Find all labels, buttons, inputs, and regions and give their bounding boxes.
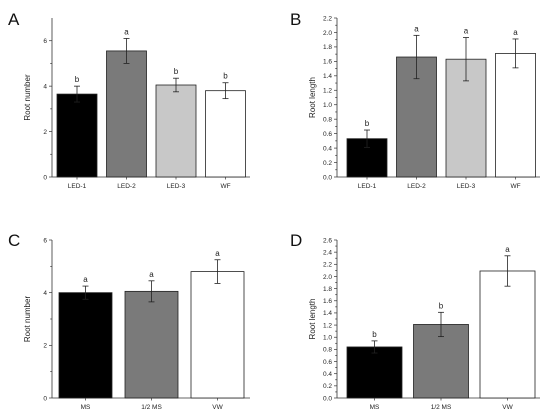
x-tick-label: LED-1 [68, 183, 87, 190]
y-tick-label: 1.8 [323, 286, 332, 293]
bar [205, 90, 246, 178]
chart-panel-b: B 0.0 0.2 0.4 0.6 0.8 1.0 1.2 1.4 1.6 1.8 2.0 2.2 Roo… [290, 10, 540, 190]
significance-label: b [365, 119, 370, 128]
panel-label: C [8, 231, 20, 250]
y-tick-label: 1.2 [323, 88, 332, 95]
bar [124, 290, 179, 399]
y-tick-label: 0 [43, 395, 47, 402]
y-axis-title: Root length [308, 299, 317, 340]
significance-label: b [174, 67, 179, 76]
bar [479, 270, 536, 399]
y-tick-label: 2.6 [323, 237, 332, 244]
y-tick-label: 2.4 [323, 249, 332, 256]
x-tick-label: WF [510, 183, 520, 190]
bar [58, 292, 113, 399]
y-tick-label: 2.0 [323, 30, 332, 37]
chart-panel-d: D 0.0 0.2 0.4 0.6 0.8 1.0 1.2 1.4 1.6 1.8 2.0 2.2 2.4… [290, 231, 540, 411]
panel-label: D [290, 231, 302, 250]
y-tick-label: 2 [43, 343, 47, 350]
x-tick-label: WF [220, 183, 230, 190]
y-tick-label: 0.2 [323, 383, 332, 390]
y-tick-label: 1.0 [323, 102, 332, 109]
chart-panel-c: C 0 2 4 6 Root number a MS a 1/2 MS a VW [8, 231, 250, 411]
x-tick-label: LED-2 [407, 183, 426, 190]
bar [155, 84, 197, 178]
y-tick-label: 1.6 [323, 298, 332, 305]
y-tick-label: 0.0 [323, 174, 332, 181]
panel-label: A [8, 10, 20, 29]
y-tick-label: 0.6 [323, 359, 332, 366]
panel-label: B [290, 10, 301, 29]
y-tick-label: 1.4 [323, 310, 332, 317]
y-tick-label: 0.4 [323, 145, 332, 152]
x-tick-label: LED-1 [358, 183, 377, 190]
y-tick-label: 1.8 [323, 44, 332, 51]
y-tick-label: 0.6 [323, 131, 332, 138]
bar [106, 50, 147, 178]
significance-label: a [464, 27, 469, 36]
y-tick-label: 2 [43, 129, 47, 136]
significance-label: b [75, 75, 80, 84]
y-tick-label: 0.8 [323, 116, 332, 123]
y-tick-label: 1.4 [323, 73, 332, 80]
significance-label: a [513, 28, 518, 37]
significance-label: a [414, 24, 419, 33]
bar [495, 53, 536, 178]
significance-label: a [83, 275, 88, 284]
significance-label: b [372, 330, 377, 339]
x-tick-label: MS [81, 404, 91, 411]
bar [190, 271, 245, 399]
x-tick-label: LED-3 [457, 183, 476, 190]
y-tick-label: 1.0 [323, 335, 332, 342]
significance-label: a [149, 270, 154, 279]
x-tick-label: MS [370, 404, 380, 411]
y-tick-label: 0.4 [323, 371, 332, 378]
y-tick-label: 0.2 [323, 160, 332, 167]
y-axis-title: Root length [308, 77, 317, 118]
y-tick-label: 0.0 [323, 395, 332, 402]
significance-label: a [215, 249, 220, 258]
significance-label: a [124, 27, 129, 36]
y-axis-title: Root number [23, 74, 32, 121]
x-tick-label: VW [502, 404, 513, 411]
x-tick-label: 1/2 MS [431, 404, 452, 411]
y-tick-label: 2.0 [323, 274, 332, 281]
x-tick-label: LED-2 [117, 183, 136, 190]
y-axis-title: Root number [23, 296, 32, 343]
y-tick-label: 4 [43, 290, 47, 297]
bar [346, 346, 403, 399]
chart-panel-a: A 0 2 4 6 Root number b LED-1 a LED-2 b LED-3 b WF [8, 10, 250, 190]
x-tick-label: LED-3 [167, 183, 186, 190]
y-tick-label: 2.2 [323, 15, 332, 22]
x-tick-label: 1/2 MS [141, 404, 162, 411]
x-tick-label: VW [212, 404, 223, 411]
y-tick-label: 6 [43, 237, 47, 244]
significance-label: b [223, 72, 228, 81]
significance-label: a [505, 245, 510, 254]
y-tick-label: 4 [43, 83, 47, 90]
significance-label: b [439, 301, 444, 310]
y-tick-label: 0 [43, 174, 47, 181]
bar [56, 93, 98, 178]
y-tick-label: 0.8 [323, 347, 332, 354]
y-tick-label: 2.2 [323, 262, 332, 269]
y-tick-label: 1.2 [323, 322, 332, 329]
y-tick-label: 1.6 [323, 59, 332, 66]
y-tick-label: 6 [43, 38, 47, 45]
